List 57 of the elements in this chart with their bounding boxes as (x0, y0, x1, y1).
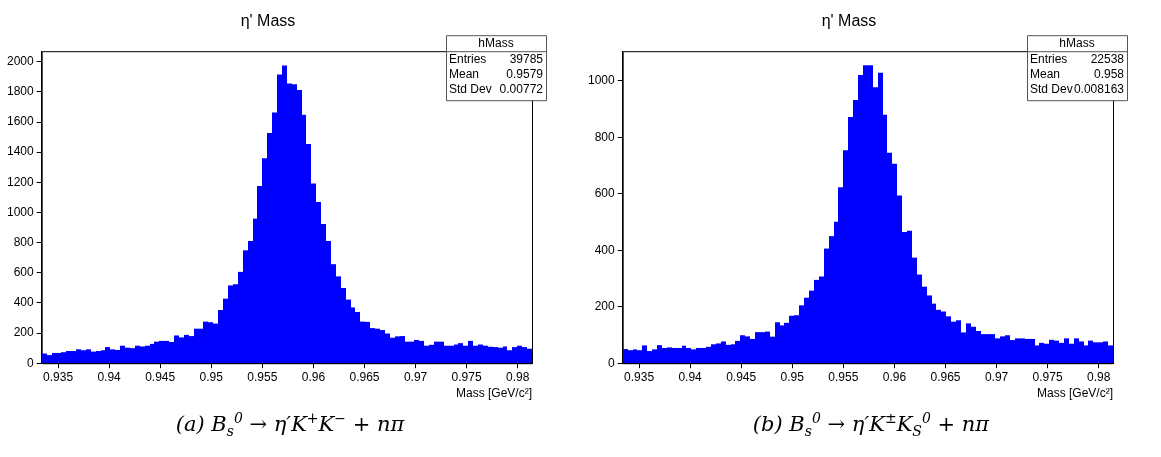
y-tick-label: 1000 (587, 73, 616, 88)
x-tick-label: 0.935 (624, 369, 655, 384)
x-tick-label: 0.975 (1032, 369, 1063, 384)
x-tick-label: 0.975 (451, 369, 482, 384)
x-tick-label: 0.95 (780, 369, 805, 384)
y-tick-label: 0 (27, 355, 35, 370)
x-tick-label: 0.94 (97, 369, 122, 384)
annotation: Mean (449, 67, 480, 82)
x-tick-label: 0.97 (403, 369, 428, 384)
x-tick-label: 0.98 (1087, 369, 1111, 384)
annotation: Entries (1030, 52, 1068, 67)
x-tick-label: 0.97 (984, 369, 1009, 384)
chart-title: η' Mass (821, 12, 877, 30)
annotation: 0.008163 (1073, 82, 1125, 97)
text: (b) B$_{s}$$^{0}$ → η′K$^{±}$K$_{S}$$^{0}$ + nπ (752, 410, 990, 440)
x-tick-label: 0.945 (145, 369, 176, 384)
x-tick-label: 0.965 (930, 369, 961, 384)
x-axis-title: Mass [GeV/c²] (1036, 386, 1113, 401)
x-tick-label: 0.98 (506, 369, 530, 384)
y-tick-label: 200 (594, 299, 616, 314)
y-tick-label: 0 (608, 355, 616, 370)
x-tick-label: 0.955 (247, 369, 278, 384)
x-tick-label: 0.94 (678, 369, 703, 384)
y-tick-label: 200 (13, 325, 35, 340)
text: hMass (1059, 36, 1095, 51)
annotation: Entries (449, 52, 487, 67)
y-tick-label: 800 (594, 129, 616, 144)
annotation: Std Dev (449, 82, 492, 97)
annotation: 0.9579 (506, 67, 544, 82)
y-tick-label: 1000 (6, 204, 35, 219)
x-tick-label: 0.96 (882, 369, 907, 384)
y-tick-label: 1600 (6, 114, 35, 129)
x-axis-title: Mass [GeV/c²] (455, 386, 532, 401)
y-tick-label: 2000 (6, 54, 35, 69)
annotation: Mean (1030, 67, 1061, 82)
annotation: 0.958 (1093, 67, 1125, 82)
y-tick-label: 1200 (6, 174, 35, 189)
y-tick-label: 400 (13, 295, 35, 310)
x-tick-label: 0.965 (349, 369, 380, 384)
chart-title: η' Mass (240, 12, 296, 30)
annotation: 0.00772 (499, 82, 544, 97)
y-tick-label: 1800 (6, 84, 35, 99)
x-tick-label: 0.955 (828, 369, 859, 384)
y-tick-label: 600 (13, 265, 35, 280)
x-tick-label: 0.945 (726, 369, 757, 384)
text: hMass (478, 36, 514, 51)
y-tick-label: 400 (594, 242, 616, 257)
y-tick-label: 800 (13, 234, 35, 249)
annotation: 39785 (509, 52, 544, 67)
x-tick-label: 0.96 (301, 369, 326, 384)
x-tick-label: 0.935 (43, 369, 74, 384)
annotation: 22538 (1090, 52, 1125, 67)
x-tick-label: 0.95 (199, 369, 224, 384)
annotation: Std Dev (1030, 82, 1073, 97)
text: (a) B$_{s}$$^{0}$ → η′K$^{+}$K$^{−}$ + nπ (174, 410, 406, 440)
y-tick-label: 1400 (6, 144, 35, 159)
y-tick-label: 600 (594, 186, 616, 201)
